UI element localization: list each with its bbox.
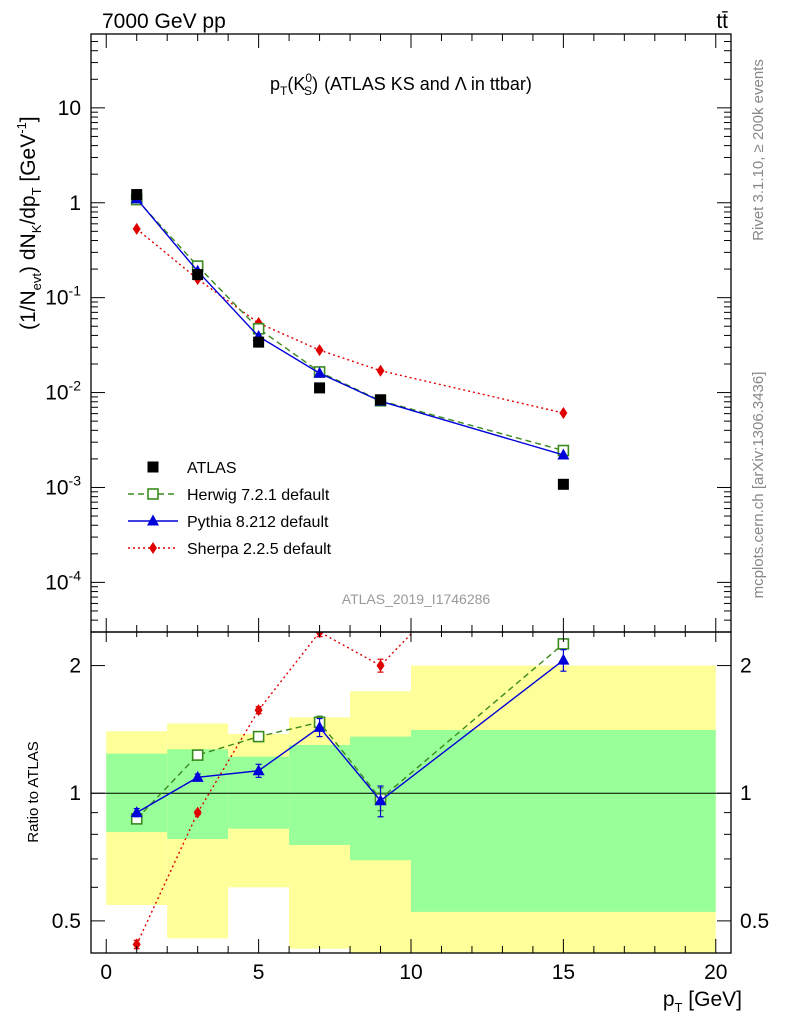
ratio-y-tick-label-right: 0.5	[740, 910, 769, 933]
pythia-main-point	[557, 448, 570, 460]
sherpa-main-point	[315, 344, 324, 357]
main-y-tick-label: 10-4	[45, 567, 81, 594]
sherpa-ratio-point	[254, 704, 263, 717]
sherpa-main-line	[136, 228, 564, 414]
herwig-ratio-point	[191, 749, 204, 761]
main-y-tick-label: 1	[69, 192, 81, 215]
atlas-main-point	[314, 382, 326, 394]
herwig-main-line	[136, 199, 564, 452]
energy-label: 7000 GeV pp	[102, 10, 226, 33]
ratio-band-inner	[167, 749, 229, 839]
pythia-ratio-point	[313, 720, 326, 732]
ratio-y-tick-label-left: 1	[69, 782, 81, 805]
pythia-main-line	[136, 198, 564, 456]
x-tick-label: 15	[552, 961, 575, 984]
legend-label-pythia: Pythia 8.212 default	[187, 514, 329, 531]
legend-marker-herwig	[147, 488, 159, 500]
pythia-ratio-point	[557, 653, 570, 665]
legend-marker-sherpa	[149, 542, 157, 554]
pythia-ratio-point	[374, 794, 387, 806]
sherpa-ratio-point	[132, 938, 141, 951]
ratio-y-tick-label-left: 2	[69, 655, 81, 678]
pythia-ratio-line	[136, 659, 564, 814]
sherpa-ratio-point	[193, 806, 202, 819]
ratio-band-inner	[289, 744, 351, 845]
ratio-y-axis-label: Ratio to ATLAS	[25, 741, 42, 842]
herwig-ratio-line	[136, 643, 564, 820]
herwig-ratio-point	[252, 730, 265, 743]
x-tick-label: 10	[399, 961, 422, 984]
analysis-id-label: ATLAS_2019_I1746286	[342, 591, 491, 607]
sherpa-ratio-line	[136, 632, 414, 945]
legend-label-atlas: ATLAS	[187, 460, 237, 477]
x-tick-label: 20	[704, 961, 727, 984]
x-tick-label: 0	[100, 961, 112, 984]
sherpa-main-point	[132, 222, 141, 235]
main-title: pT(K0 S) (ATLAS KS and Λ in ttbar)	[270, 71, 532, 98]
legend: ATLAS Herwig 7.2.1 default Pythia 8.212 de…	[128, 460, 332, 558]
main-y-tick-label: 10-1	[45, 283, 81, 310]
main-y-tick-label: 10-3	[45, 472, 81, 499]
ratio-y-tick-label-left: 0.5	[52, 910, 81, 933]
x-axis-label: pT [GeV]	[663, 988, 742, 1015]
atlas-main-point	[192, 269, 204, 281]
ratio-y-tick-label-right: 2	[740, 655, 752, 678]
atlas-main-point	[375, 394, 387, 406]
atlas-main-point	[131, 189, 143, 201]
pythia-main-point	[313, 366, 326, 378]
main-y-axis-label: (1/Nevt) dNK/dpT [GeV-1]	[14, 116, 44, 330]
x-tick-label: 5	[253, 961, 265, 984]
legend-label-herwig: Herwig 7.2.1 default	[187, 487, 330, 504]
sherpa-ratio-point	[376, 659, 385, 672]
mcplots-label: mcplots.cern.ch [arXiv:1306.3436]	[750, 372, 767, 599]
legend-label-sherpa: Sherpa 2.2.5 default	[187, 541, 332, 558]
ratio-y-tick-label-right: 1	[740, 782, 752, 805]
pythia-ratio-point	[191, 770, 204, 782]
sherpa-main-point	[559, 406, 568, 419]
pythia-ratio-point	[252, 764, 265, 776]
rivet-label: Rivet 3.1.10, ≥ 200k events	[750, 59, 767, 241]
atlas-main-point	[253, 336, 265, 348]
ratio-band-inner	[411, 729, 716, 912]
legend-marker-pythia	[147, 514, 159, 526]
legend-marker-atlas	[147, 461, 159, 473]
atlas-main-point	[557, 478, 569, 490]
main-y-tick-label: 10-2	[45, 378, 81, 405]
main-y-tick-label: 10	[58, 97, 81, 120]
sherpa-main-point	[376, 364, 385, 377]
pythia-ratio-point	[130, 806, 143, 818]
process-label: tt̄	[716, 10, 728, 33]
